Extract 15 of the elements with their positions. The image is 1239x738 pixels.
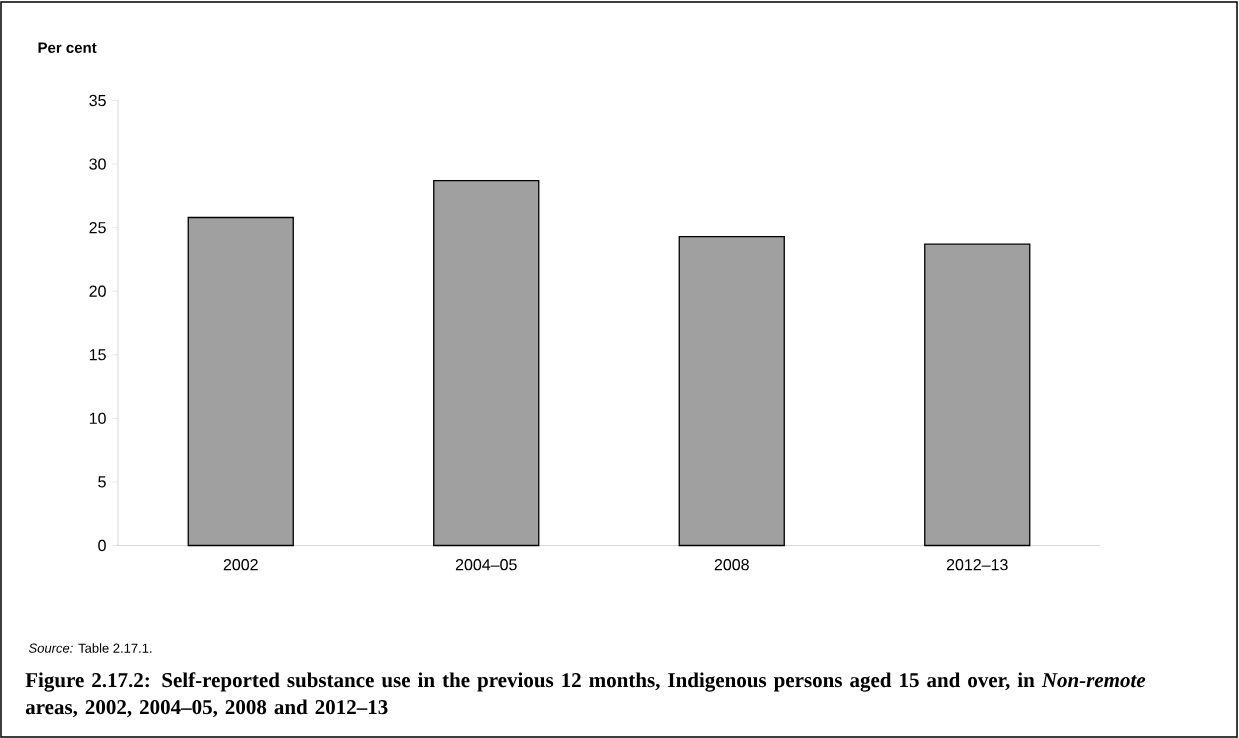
y-tick-label: 35 [89, 94, 106, 107]
y-tick-label: 25 [89, 221, 106, 234]
y-tick-label: 20 [89, 285, 106, 297]
y-tick-label: 5 [98, 476, 106, 488]
x-tick-label: 2012–13 [946, 559, 1008, 571]
chart-title: Figure 2.17.2: Self-reported substance use in the previous 12 months, Indigenous persons aged 15 and over, in Non-remote areas, 2002, 2004–05, 2008 and 2012–13 [25, 672, 1146, 718]
y-tick-label: 30 [89, 158, 106, 170]
y-tick-label: 15 [89, 349, 106, 361]
x-tick-label: 2002 [223, 559, 258, 571]
text: Source: Table 2.17.1. [28, 643, 152, 653]
y-tick-label: 10 [89, 412, 106, 425]
x-tick-label: 2008 [714, 559, 749, 571]
y-tick-label: 0 [98, 539, 106, 552]
y-axis-title: Per cent [38, 42, 97, 53]
x-tick-label: 2004–05 [455, 559, 517, 571]
